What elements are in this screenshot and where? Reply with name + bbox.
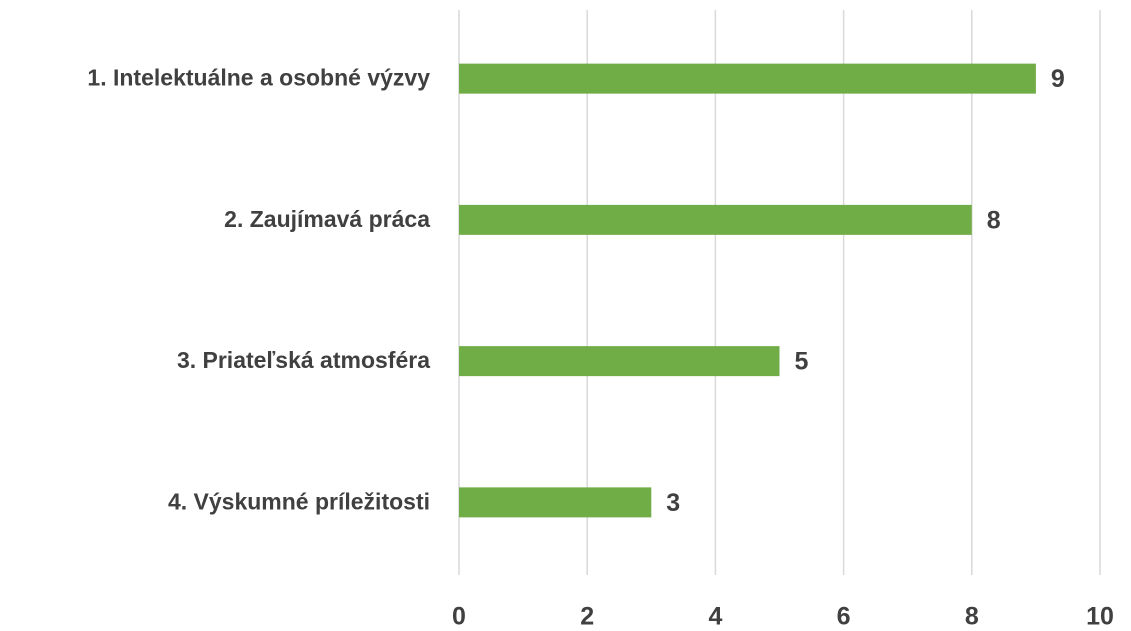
x-tick-label: 2 [580,603,594,631]
x-tick-label: 4 [708,603,722,631]
x-tick-label: 0 [452,603,466,631]
bar [459,204,972,235]
y-tick-label: 1. Intelektuálne a osobné výzvy [87,65,430,91]
bar [459,63,1036,94]
data-label: 3 [666,489,680,517]
bar [459,487,652,518]
x-tick-label: 8 [965,603,979,631]
data-label: 5 [795,348,809,376]
data-label: 8 [987,206,1001,234]
y-tick-label: 4. Výskumné príležitosti [168,488,430,514]
x-tick-label: 6 [837,603,851,631]
bar [459,346,780,377]
data-label: 9 [1051,65,1065,93]
x-tick-label: 10 [1086,603,1114,631]
y-tick-label: 2. Zaujímavá práca [224,206,430,232]
y-tick-label: 3. Priateľská atmosféra [177,347,430,373]
